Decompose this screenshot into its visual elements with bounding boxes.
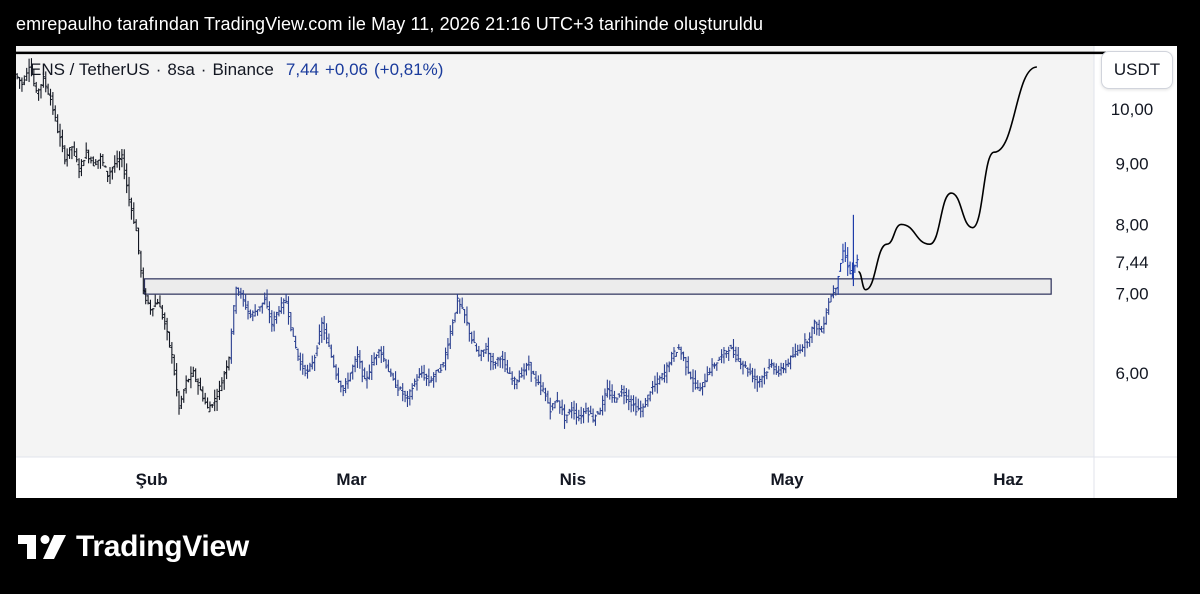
exchange-label: Binance: [212, 60, 274, 79]
chart-panel[interactable]: 10,00 9,00 8,00 7,00 6,00 7,44 Şub Mar Nis May Haz…: [16, 46, 1177, 498]
tradingview-logo-icon: [18, 535, 66, 559]
symbol-info-bar[interactable]: ENS / TetherUS · 8sa · Binance 7,44 +0,0…: [30, 60, 443, 80]
x-tick-label: Mar: [336, 470, 367, 489]
x-tick-label: Nis: [560, 470, 586, 489]
projection-path: [857, 66, 1038, 291]
interval-label[interactable]: 8sa: [167, 60, 195, 79]
brand-name: TradingView: [76, 530, 249, 563]
y-tick-label: 6,00: [1115, 364, 1148, 383]
separator-dot: ·: [155, 60, 162, 79]
plot-area: [16, 46, 1094, 457]
x-tick-label: May: [770, 470, 804, 489]
price-chart[interactable]: 10,00 9,00 8,00 7,00 6,00 7,44 Şub Mar Nis May Haz: [16, 46, 1177, 498]
chart-caption: emrepaulho tarafından TradingView.com il…: [16, 14, 764, 34]
tradingview-logo: TradingView: [18, 530, 249, 564]
price-change-percent: (+0,81%): [374, 60, 444, 79]
y-tick-label: 8,00: [1115, 215, 1148, 234]
y-tick-label: 9,00: [1115, 155, 1148, 174]
y-tick-label: 7,00: [1115, 284, 1148, 303]
symbol-name[interactable]: ENS / TetherUS: [30, 60, 150, 79]
resistance-zone: [143, 278, 1052, 295]
x-tick-label: Şub: [136, 470, 168, 489]
y-tick-label: 10,00: [1111, 100, 1154, 119]
currency-badge[interactable]: USDT: [1101, 51, 1173, 89]
x-tick-label: Haz: [993, 470, 1023, 489]
separator-dot: ·: [200, 60, 207, 79]
last-price-axis-label: 7,44: [1115, 253, 1148, 272]
price-change: +0,06: [324, 60, 368, 79]
last-price: 7,44: [285, 60, 319, 79]
